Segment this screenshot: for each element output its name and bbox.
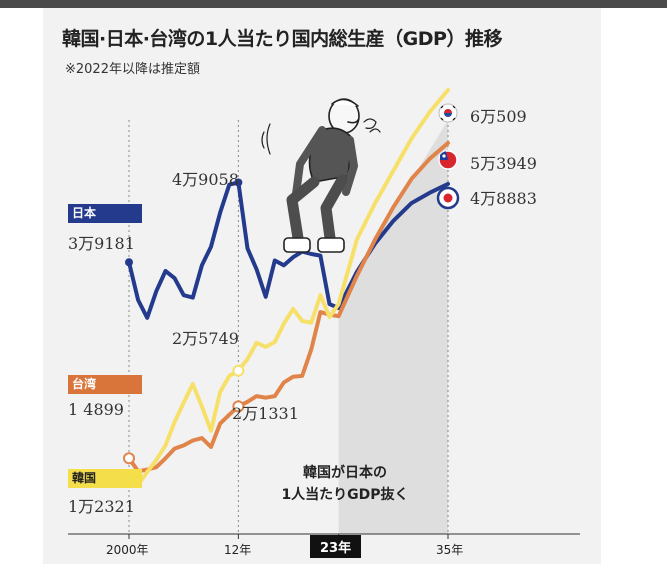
chart-title: 韓国·日本·台湾の1人当たり国内総生産（GDP）推移 (62, 28, 502, 50)
annotation-line-1: 韓国が日本の (303, 465, 387, 481)
estimate-note: ※2022年以降は推定額 (65, 62, 200, 77)
japan-point-2012 (234, 178, 243, 187)
x-tick-2000: 2000年 (106, 543, 149, 557)
shaded-region (338, 120, 448, 534)
x-tick-2012: 12年 (224, 543, 252, 557)
korea-line (127, 88, 450, 487)
taiwan-2012-value: 2万1331 (232, 404, 299, 423)
taiwan-point-2012 (232, 400, 245, 413)
series-lines (127, 88, 450, 487)
japan-point-2000 (125, 258, 133, 267)
x-axis-tick-marks (128, 534, 449, 539)
overtake-annotation: 韓国が日本の 1人当たりGDP抜く (270, 462, 420, 506)
guide-lines (128, 120, 449, 534)
x-tick-2023-highlight: 23年 (310, 535, 362, 558)
x-tick-2035: 35年 (436, 543, 464, 557)
korea-point-2012 (232, 364, 245, 377)
japan-2000-value: 3万9181 (68, 234, 135, 253)
korea-2000-value: 1万2321 (68, 497, 135, 516)
japan-legend-tag: 日本 (68, 204, 142, 223)
top-bar (0, 0, 667, 8)
taiwan-flag-icon (438, 150, 458, 170)
korea-2012-value: 2万5749 (172, 329, 239, 348)
japan-2035-value: 4万8883 (470, 189, 537, 208)
taiwan-point-2000 (123, 452, 135, 465)
annotation-line-2: 1人当たりGDP抜く (281, 487, 409, 503)
tired-runner-illustration (261, 98, 381, 253)
taiwan-2000-value: 1 4899 (68, 400, 124, 419)
japan-2012-value: 4万9058 (172, 170, 239, 189)
taiwan-line (127, 141, 450, 474)
taiwan-legend-tag: 台湾 (68, 375, 142, 394)
taiwan-2035-value: 5万3949 (470, 154, 537, 173)
korea-2035-value: 6万509 (470, 107, 527, 126)
korea-legend-tag: 韓国 (68, 469, 142, 488)
korea-flag-icon (438, 103, 458, 123)
japan-flag-icon (436, 186, 460, 210)
